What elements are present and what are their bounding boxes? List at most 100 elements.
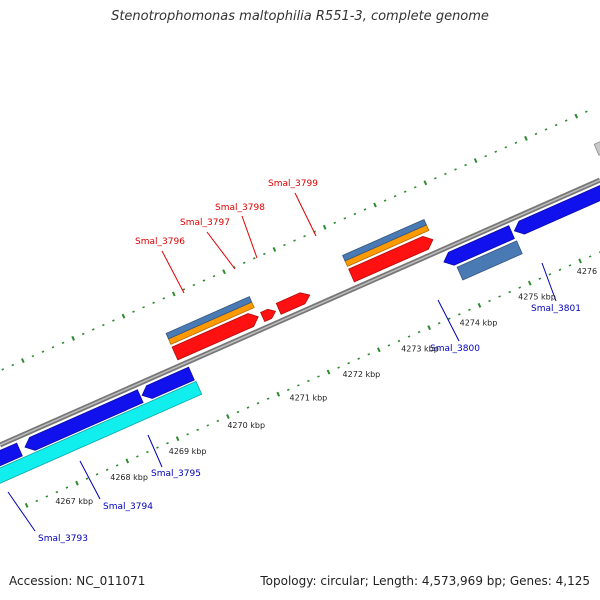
kbp-label-4270: 4270 kbp (227, 421, 265, 430)
upper-tick (132, 310, 135, 313)
lower-tick (488, 299, 491, 303)
lower-tick (35, 499, 39, 503)
kbp-label-4276: 4276 kbp (577, 267, 600, 276)
upper-tick (353, 212, 357, 216)
lower-tick (175, 436, 180, 442)
upper-tick (252, 257, 256, 260)
lower-tick (186, 433, 189, 436)
upper-tick (222, 269, 226, 275)
upper-tick (313, 230, 316, 233)
lower-tick (568, 264, 572, 267)
position-labels: 4267 kbp 4268 kbp 4269 kbp 4270 kbp 4271 kbp… (55, 267, 600, 506)
kbp-label-4267: 4267 kbp (55, 497, 93, 506)
kbp-label-4274: 4274 kbp (460, 319, 498, 328)
upper-tick (484, 154, 488, 158)
lower-tick (166, 441, 169, 445)
lower-tick (146, 450, 149, 454)
smal-3799-cds-arrow (348, 235, 434, 283)
smal-3795-leader (147, 434, 163, 468)
lower-tick (206, 424, 210, 427)
smal-3798-leader (241, 215, 258, 259)
smal-3799-label: Smal_3799 (268, 179, 318, 189)
upper-tick (363, 208, 367, 211)
label-leaders (7, 192, 557, 532)
lower-tick (156, 446, 159, 449)
lower-tick (95, 473, 99, 476)
lower-tick (538, 277, 542, 280)
smal-3797-leader (206, 231, 236, 270)
smal-3797-label: Smal_3797 (180, 218, 230, 228)
smal-3800-cds-arrow (443, 225, 515, 266)
upper-tick (202, 279, 206, 282)
upper-tick (1, 368, 5, 371)
smal-3796-leader (161, 250, 185, 294)
smal-3796-cds-arrow (171, 313, 259, 361)
upstream-grey-bar (593, 141, 600, 156)
lower-tick (578, 258, 582, 264)
kbp-label-4272: 4272 kbp (343, 370, 381, 379)
feature-labels: Smal_3796 Smal_3797 Smal_3798 Smal_3799 Smal… (38, 179, 581, 544)
smal-3800-steel-bar (456, 240, 523, 281)
upper-tick (454, 168, 457, 171)
upper-tick (373, 202, 377, 208)
lower-tick (105, 468, 109, 471)
upper-tick-track (1, 110, 588, 371)
upper-tick (102, 323, 105, 327)
smal-3796-label: Smal_3796 (135, 237, 185, 247)
upper-tick (283, 243, 286, 247)
lower-tick (447, 317, 451, 320)
upper-tick (423, 180, 428, 186)
upper-tick (383, 199, 387, 202)
smal-3793-cds-arrow (0, 442, 23, 467)
lower-tick (377, 347, 381, 353)
upper-tick (504, 146, 508, 149)
lower-tick (458, 313, 461, 316)
lower-tick (276, 391, 281, 397)
upper-tick (21, 358, 25, 364)
upper-tick (91, 328, 95, 331)
accession-text: Accession: NC_011071 (9, 574, 146, 588)
upper-tick (121, 313, 126, 319)
upper-tick (81, 332, 85, 336)
smal-3801-label: Smal_3801 (531, 304, 581, 314)
lower-tick (357, 357, 361, 360)
kbp-label-4271: 4271 kbp (290, 394, 328, 403)
upper-tick (182, 288, 186, 291)
kbp-label-4273: 4273 kbp (401, 344, 439, 353)
map-title: Stenotrophomonas maltophilia R551-3, com… (111, 9, 489, 24)
upper-tick (192, 283, 196, 287)
lower-tick (417, 330, 421, 334)
lower-tick (407, 335, 411, 338)
lower-tick (286, 388, 290, 391)
upper-tick (564, 119, 568, 122)
upper-tick (333, 221, 337, 224)
cyan-feature-bar (0, 380, 203, 484)
lower-tick (125, 458, 130, 464)
smal-3801-cds-arrow (513, 184, 600, 235)
lower-tick (477, 302, 482, 308)
upper-tick (473, 158, 478, 164)
upper-tick (534, 132, 538, 136)
upper-tick (61, 341, 65, 344)
upper-tick (514, 141, 518, 144)
upper-tick (544, 128, 548, 131)
genome-backbone (0, 177, 600, 448)
smal-3794-label: Smal_3794 (103, 502, 153, 512)
upper-tick (444, 172, 447, 176)
lower-tick (85, 477, 89, 480)
upper-tick (31, 354, 35, 358)
upper-tick (554, 123, 558, 127)
upper-tick (393, 194, 397, 198)
feature-track (0, 141, 600, 484)
upper-tick (112, 319, 115, 322)
lower-tick (468, 308, 471, 312)
upper-tick (71, 335, 75, 341)
lower-tick (75, 480, 79, 486)
lower-tick (115, 464, 119, 467)
upper-tick (413, 186, 417, 189)
lower-tick (256, 401, 260, 405)
upper-tick (212, 274, 216, 278)
upper-tick (343, 217, 347, 220)
lower-tick (226, 414, 230, 419)
